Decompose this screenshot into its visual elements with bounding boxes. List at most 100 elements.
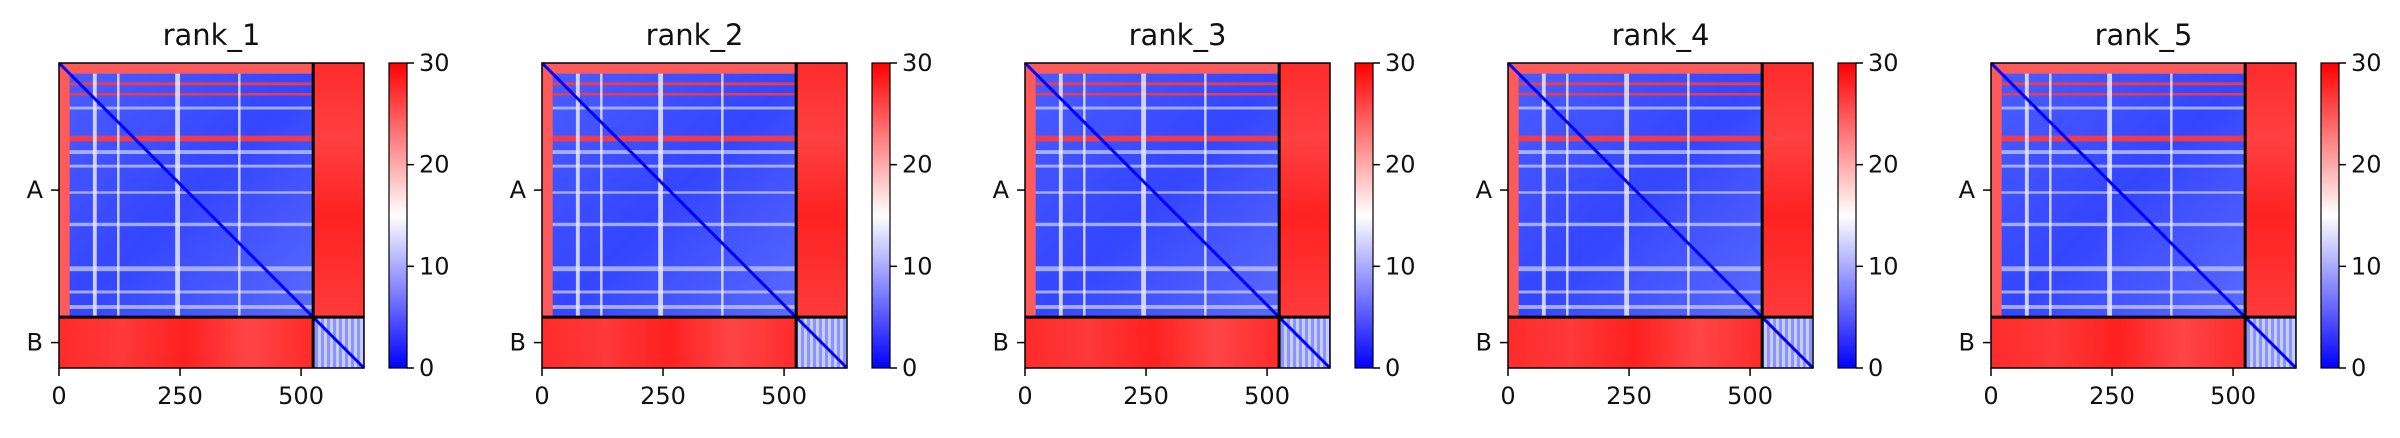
- contact-band-light: [1035, 150, 1280, 155]
- plot-frame: [541, 62, 848, 369]
- contact-band-light: [1518, 191, 1763, 194]
- plot-frame: [1024, 62, 1331, 369]
- contact-band-red: [69, 82, 314, 86]
- contact-band-vertical: [1566, 73, 1569, 318]
- contact-band-red: [552, 93, 797, 96]
- contact-band-light: [552, 164, 797, 168]
- colorbar-tick-label: 20: [2351, 151, 2382, 179]
- contact-band-light: [1518, 106, 1763, 110]
- contact-band-vertical: [2170, 73, 2173, 318]
- contact-band-light: [2001, 191, 2246, 194]
- contact-band-vertical: [1058, 73, 1063, 318]
- contact-band-light: [69, 290, 314, 294]
- contact-band-light: [552, 150, 797, 155]
- contact-band-red: [2001, 135, 2246, 142]
- contact-band-vertical: [1687, 73, 1690, 318]
- contact-band-light: [552, 290, 797, 294]
- x-tick-label: 250: [157, 382, 203, 410]
- colorbar-tick-label: 20: [902, 151, 933, 179]
- colorbar-tick-label: 10: [1385, 252, 1416, 280]
- contact-band-light: [1035, 266, 1280, 272]
- contact-band-light: [2001, 222, 2246, 227]
- colorbar-tick-label: 30: [1385, 49, 1416, 77]
- contact-band-light: [1518, 290, 1763, 294]
- contact-band-light: [1518, 150, 1763, 155]
- colorbar: [1354, 62, 1374, 369]
- colorbar-tick-label: 10: [2351, 252, 2382, 280]
- contact-band-light: [1035, 164, 1280, 168]
- contact-band-light: [1035, 222, 1280, 227]
- y-tick-label: A: [510, 176, 527, 204]
- colorbar-tick-label: 10: [1868, 252, 1899, 280]
- colorbar-tick-label: 0: [902, 354, 917, 382]
- contact-band-vertical: [238, 73, 241, 318]
- panel-title: rank_1: [163, 18, 261, 52]
- contact-band-vertical: [575, 73, 580, 318]
- contact-band-light: [552, 222, 797, 227]
- contact-band-vertical: [2049, 73, 2052, 318]
- panel-title: rank_3: [1129, 18, 1227, 52]
- y-tick-label: B: [1476, 329, 1492, 357]
- y-tick-label: B: [993, 329, 1009, 357]
- colorbar: [871, 62, 891, 369]
- y-tick-label: B: [27, 329, 43, 357]
- contact-band-light: [2001, 150, 2246, 155]
- contact-band-light: [552, 191, 797, 194]
- contact-band-light: [552, 305, 797, 309]
- contact-band-vertical: [1541, 73, 1546, 318]
- contact-band-red: [1035, 93, 1280, 96]
- x-tick-label: 0: [534, 382, 549, 410]
- contact-band-light: [1035, 305, 1280, 309]
- x-tick-label: 250: [1123, 382, 1169, 410]
- colorbar-tick-label: 30: [2351, 49, 2382, 77]
- colorbar: [2320, 62, 2340, 369]
- contact-band-light: [69, 305, 314, 309]
- plot-frame: [1990, 62, 2297, 369]
- contact-band-vertical: [1204, 73, 1207, 318]
- contact-band-red: [552, 135, 797, 142]
- colorbar-tick-label: 10: [902, 252, 933, 280]
- contact-band-red: [1035, 135, 1280, 142]
- contact-band-red: [2001, 82, 2246, 86]
- contact-band-light: [1035, 191, 1280, 194]
- contact-band-vertical: [721, 73, 724, 318]
- contact-band-vertical: [92, 73, 97, 318]
- x-tick-label: 250: [1606, 382, 1652, 410]
- colorbar: [1837, 62, 1857, 369]
- colorbar-tick-label: 0: [2351, 354, 2366, 382]
- contact-band-vertical: [117, 73, 120, 318]
- colorbar-tick-label: 30: [902, 49, 933, 77]
- x-tick-label: 0: [51, 382, 66, 410]
- x-tick-label: 0: [1017, 382, 1032, 410]
- contact-band-red: [552, 82, 797, 86]
- colorbar-tick-label: 30: [419, 49, 450, 77]
- contact-band-vertical: [175, 73, 181, 318]
- contact-band-vertical: [1141, 73, 1147, 318]
- y-tick-label: B: [1959, 329, 1975, 357]
- colorbar-tick-label: 10: [419, 252, 450, 280]
- colorbar-tick-label: 0: [1385, 354, 1400, 382]
- plot-frame: [1507, 62, 1814, 369]
- x-tick-label: 500: [1244, 382, 1290, 410]
- contact-band-red: [69, 135, 314, 142]
- contact-band-vertical: [600, 73, 603, 318]
- contact-band-red: [1518, 135, 1763, 142]
- x-tick-label: 500: [761, 382, 807, 410]
- contact-band-vertical: [2024, 73, 2029, 318]
- contact-band-light: [69, 266, 314, 272]
- contact-band-vertical: [1083, 73, 1086, 318]
- contact-band-light: [1518, 266, 1763, 272]
- contact-band-light: [1518, 164, 1763, 168]
- x-tick-label: 500: [278, 382, 324, 410]
- contact-band-light: [1035, 290, 1280, 294]
- x-tick-label: 0: [1500, 382, 1515, 410]
- off-diagonal-block-ab: [313, 63, 364, 318]
- contact-band-vertical: [2107, 73, 2113, 318]
- panel-title: rank_2: [646, 18, 744, 52]
- contact-band-light: [69, 191, 314, 194]
- colorbar-tick-label: 0: [419, 354, 434, 382]
- contact-band-light: [1518, 305, 1763, 309]
